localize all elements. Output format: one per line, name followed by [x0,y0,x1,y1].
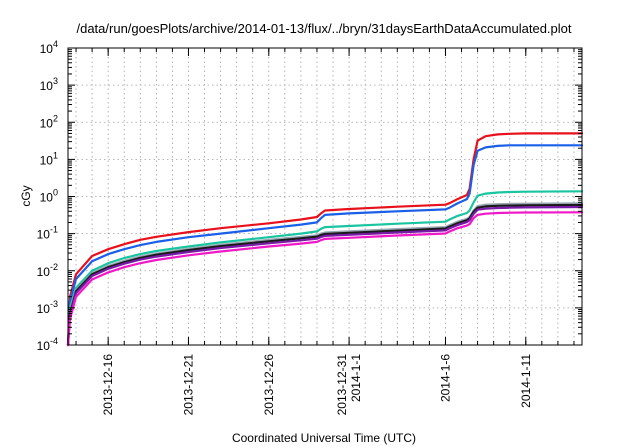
y-tick-exponent: -3 [50,299,58,309]
series-line-2 [66,144,584,347]
y-tick-label: 101 [40,150,58,167]
y-tick-exponent: 1 [53,150,58,160]
series-line-1 [66,132,584,347]
series-line-3 [66,190,584,347]
x-tick-label: 2013-12-16 [101,354,115,416]
y-tick-exponent: -4 [50,336,58,346]
series-line-5 [66,203,584,347]
x-tick-labels: 2013-12-16 2013-12-21 2013-12-26 2013-12-31… [101,354,533,416]
y-tick-base: 10 [40,153,54,167]
x-axis-label: Coordinated Universal Time (UTC) [232,431,416,445]
y-tick-label: 100 [40,188,58,205]
y-tick-exponent: -2 [50,262,58,272]
series-group [66,132,584,347]
y-tick-exponent: 3 [53,76,58,86]
x-tick-label: 2013-12-26 [262,354,276,416]
y-tick-exponent: 0 [53,188,58,198]
x-tick-label: 2013-12-21 [181,354,195,416]
y-tick-base: 10 [37,265,51,279]
y-tick-label: 103 [40,76,58,93]
y-tick-label: 10-4 [37,336,58,353]
y-tick-label: 10-2 [37,262,58,279]
y-tick-label: 10-3 [37,299,58,316]
y-tick-base: 10 [40,191,54,205]
series-line-4 [66,202,584,347]
y-tick-base: 10 [40,79,54,93]
y-tick-base: 10 [37,302,51,316]
tick-marks [68,47,582,346]
x-tick-label: 2014-1-1 [349,354,363,402]
x-tick-label: 2013-12-31 [335,354,349,416]
y-tick-base: 10 [37,228,51,242]
x-tick-label: 2014-1-6 [438,354,452,402]
y-tick-base: 10 [37,339,51,353]
y-tick-base: 10 [40,42,54,56]
chart-title: /data/run/goesPlots/archive/2014-01-13/f… [76,21,571,36]
grid-lines [68,48,582,345]
series-line-7 [66,211,584,347]
y-tick-label: 10-1 [37,225,58,242]
y-tick-exponent: 4 [53,39,58,49]
y-axis-label: cGy [19,185,33,206]
series-line-6 [66,205,584,347]
y-tick-exponent: 2 [53,113,58,123]
y-tick-base: 10 [40,116,54,130]
y-tick-label: 104 [40,39,58,56]
x-tick-label: 2014-1-11 [519,354,533,408]
y-tick-exponent: -1 [50,225,58,235]
y-tick-label: 102 [40,113,58,130]
